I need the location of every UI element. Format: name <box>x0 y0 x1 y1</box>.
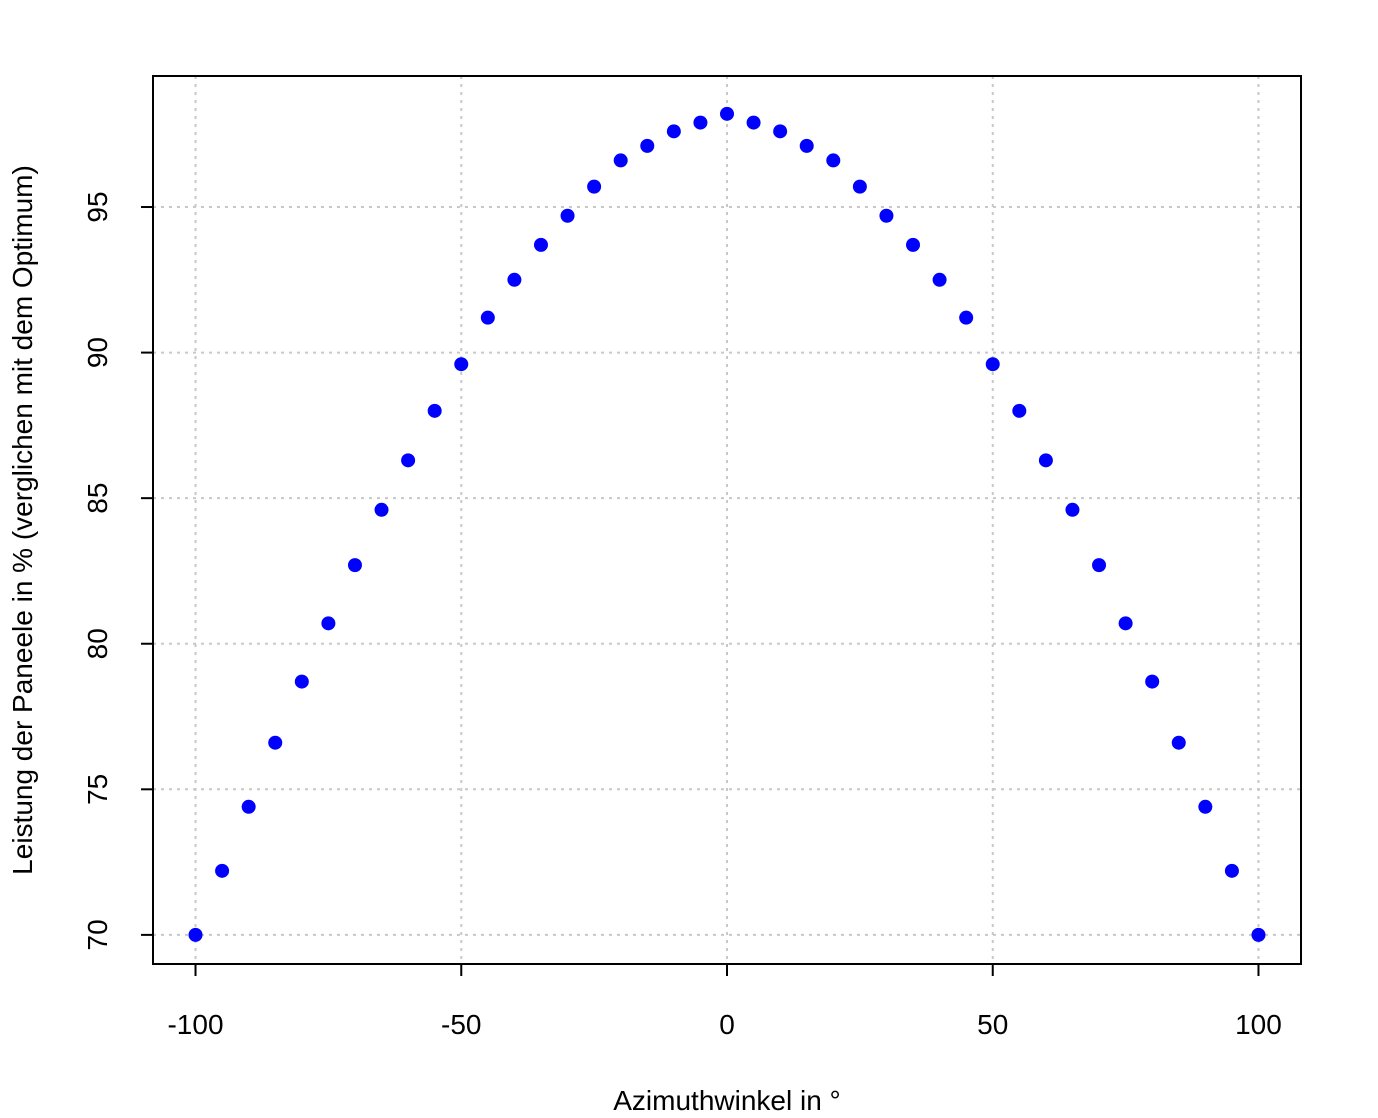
data-point <box>321 616 336 631</box>
y-tick-label: 70 <box>82 919 113 950</box>
data-point <box>587 179 602 194</box>
data-point <box>1092 558 1107 573</box>
data-point <box>427 403 442 418</box>
data-points <box>188 106 1266 942</box>
data-point <box>1145 674 1160 689</box>
data-point <box>799 138 814 153</box>
data-point <box>454 357 469 372</box>
data-point <box>906 237 921 252</box>
data-point <box>1118 616 1133 631</box>
data-point <box>985 357 1000 372</box>
data-point <box>294 674 309 689</box>
data-point <box>188 927 203 942</box>
data-point <box>640 138 655 153</box>
data-point <box>959 310 974 325</box>
data-point <box>773 124 788 139</box>
y-axis-title: Leistung der Paneele in % (verglichen mi… <box>7 165 38 875</box>
x-tick-label: -100 <box>167 1009 223 1040</box>
y-tick-label: 75 <box>82 774 113 805</box>
data-point <box>826 153 841 168</box>
data-point <box>347 558 362 573</box>
x-tick-label: 50 <box>977 1009 1008 1040</box>
data-point <box>1198 799 1213 814</box>
y-tick-label: 80 <box>82 628 113 659</box>
data-point <box>480 310 495 325</box>
x-tick-label: -50 <box>441 1009 481 1040</box>
data-point <box>1171 735 1186 750</box>
x-tick-label: 0 <box>719 1009 735 1040</box>
data-point <box>268 735 283 750</box>
data-point <box>1012 403 1027 418</box>
data-point <box>932 272 947 287</box>
data-point <box>720 106 734 121</box>
data-point <box>533 237 548 252</box>
data-point <box>1038 453 1053 468</box>
data-point <box>746 115 761 130</box>
x-axis-title: Azimuthwinkel in ° <box>613 1085 841 1116</box>
y-tick-label: 90 <box>82 337 113 368</box>
plot-frame <box>152 75 1302 965</box>
data-point <box>374 502 389 517</box>
grid-lines <box>153 76 1301 964</box>
y-tick-label: 95 <box>82 191 113 222</box>
data-point <box>852 179 867 194</box>
data-point <box>1224 863 1239 878</box>
x-tick-label: 100 <box>1235 1009 1282 1040</box>
data-point <box>1251 927 1266 942</box>
data-point <box>666 124 681 139</box>
data-point <box>215 863 230 878</box>
y-axis: 70 75 80 85 90 95 <box>82 191 154 950</box>
data-point <box>560 208 575 223</box>
x-axis: -100 -50 0 50 100 <box>167 963 1282 1040</box>
data-point <box>401 453 416 468</box>
data-point <box>613 153 628 168</box>
y-tick-label: 85 <box>82 483 113 514</box>
data-point <box>1065 502 1080 517</box>
data-point <box>507 272 522 287</box>
data-point <box>879 208 894 223</box>
data-point <box>693 115 708 130</box>
data-point <box>241 799 256 814</box>
